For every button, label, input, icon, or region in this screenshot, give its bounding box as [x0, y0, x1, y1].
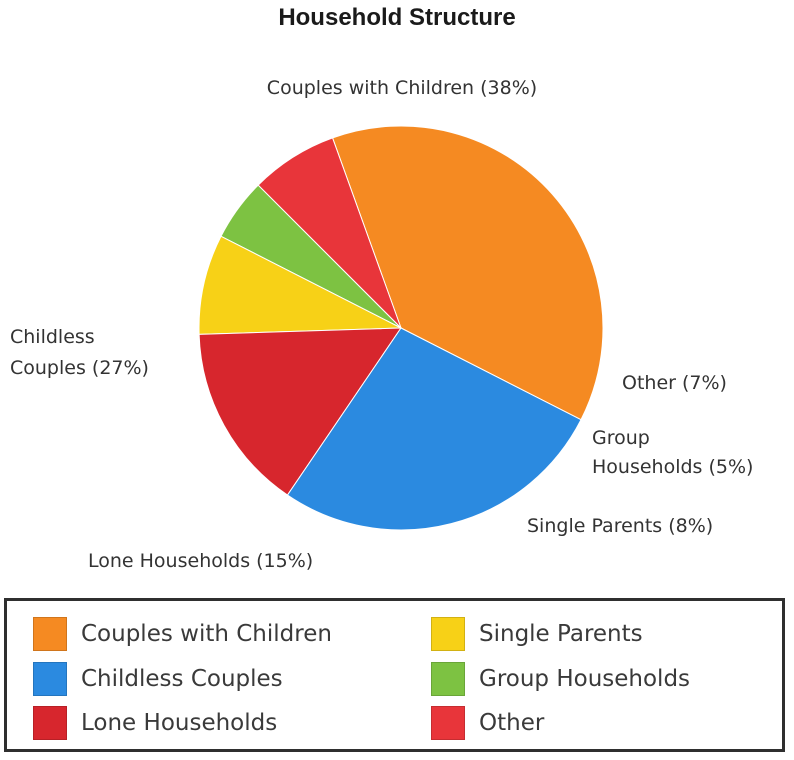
legend-swatch [431, 617, 465, 651]
legend-item-group-households: Group Households [431, 662, 690, 696]
legend-item-childless-couples: Childless Couples [33, 662, 283, 696]
pie-slice-single-parents [198, 235, 402, 335]
legend-swatch [431, 662, 465, 696]
label-single-parents: Single Parents (8%) [527, 515, 713, 537]
legend-label: Group Households [479, 666, 691, 692]
legend-swatch [33, 617, 67, 651]
pie-slice-childless-couples [286, 327, 582, 531]
chart-legend: Couples with Children Childless Couples … [4, 598, 785, 752]
label-group-households-line1: Group [592, 427, 650, 449]
label-other: Other (7%) [622, 372, 727, 394]
label-childless-couples-line2: Couples (27%) [10, 357, 149, 379]
legend-label: Couples with Children [81, 621, 332, 647]
legend-swatch [33, 662, 67, 696]
label-lone-households: Lone Households (15%) [88, 550, 313, 572]
label-group-households: Group Households (5%) [592, 427, 753, 478]
label-childless-couples-line1: Childless [10, 326, 95, 348]
label-childless-couples: Childless Couples (27%) [10, 326, 149, 379]
legend-swatch [33, 706, 67, 740]
pie-slice-lone-households [198, 327, 402, 496]
label-couples-with-children: Couples with Children (38%) [267, 77, 537, 99]
pie-slice-couples-with-children [331, 125, 604, 421]
legend-label: Single Parents [479, 621, 643, 647]
legend-item-single-parents: Single Parents [431, 617, 643, 651]
legend-swatch [431, 706, 465, 740]
legend-label: Lone Households [81, 710, 278, 736]
pie-slices [198, 125, 604, 531]
legend-label: Childless Couples [81, 666, 283, 692]
legend-item-other: Other [431, 706, 544, 740]
pie-chart: Couples with Children (38%) Childless Co… [10, 77, 753, 572]
legend-label: Other [479, 710, 545, 736]
legend-item-couples-with-children: Couples with Children [33, 617, 332, 651]
label-group-households-line2: Households (5%) [592, 456, 753, 478]
legend-item-lone-households: Lone Households [33, 706, 277, 740]
chart-title: Household Structure [278, 4, 516, 31]
